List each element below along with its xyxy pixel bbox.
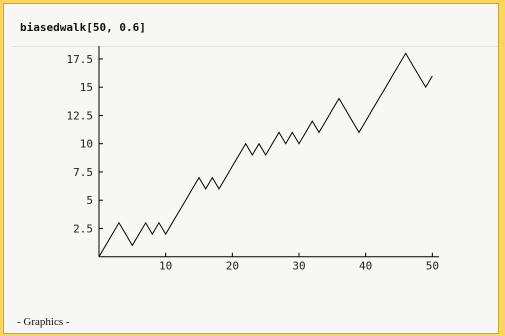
y-tick-label: 2.5 <box>73 222 93 235</box>
y-ticks: 2.5 5 7.5 10 12.5 15 17.5 <box>67 53 103 235</box>
x-tick-label: 40 <box>359 260 372 273</box>
x-tick-label: 30 <box>292 260 305 273</box>
y-tick-label: 15 <box>80 81 93 94</box>
cell-divider <box>12 46 498 47</box>
notebook-cell: biasedwalk[50, 0.6] <box>3 3 499 334</box>
y-tick-label: 12.5 <box>67 109 94 122</box>
y-tick-label: 10 <box>80 138 93 151</box>
y-tick-label: 5 <box>86 194 93 207</box>
y-tick-label: 7.5 <box>73 166 93 179</box>
x-ticks: 10 20 30 40 50 <box>159 252 439 273</box>
input-code[interactable]: biasedwalk[50, 0.6] <box>20 21 146 34</box>
x-tick-label: 20 <box>226 260 239 273</box>
walk-line <box>98 52 433 257</box>
x-tick-label: 10 <box>159 260 172 273</box>
y-tick-label: 17.5 <box>67 53 94 66</box>
output-text: - Graphics - <box>17 316 70 328</box>
x-tick-label: 50 <box>426 260 439 273</box>
